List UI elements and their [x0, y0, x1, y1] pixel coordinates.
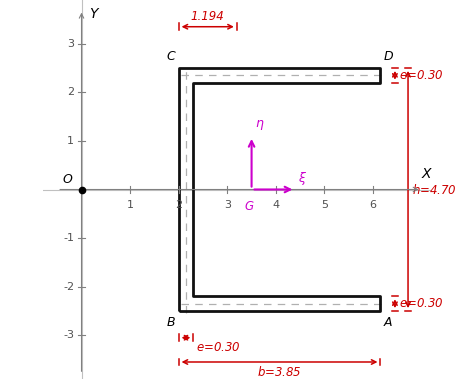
Text: $b$=3.85: $b$=3.85 [257, 365, 302, 379]
Text: -1: -1 [63, 233, 74, 243]
Text: C: C [166, 50, 175, 63]
Text: 3: 3 [67, 39, 74, 49]
Text: A: A [384, 316, 392, 329]
Text: $\xi$: $\xi$ [298, 169, 307, 186]
Text: 2: 2 [67, 87, 74, 97]
Text: 2: 2 [175, 200, 182, 210]
Text: 4: 4 [272, 200, 280, 210]
Text: -3: -3 [63, 330, 74, 340]
Text: G: G [244, 200, 253, 213]
Text: X: X [422, 167, 431, 181]
Text: D: D [384, 50, 393, 63]
Text: $e$=0.30: $e$=0.30 [196, 341, 240, 354]
Text: O: O [63, 172, 73, 186]
Text: 5: 5 [321, 200, 328, 210]
Text: $e$=0.30: $e$=0.30 [399, 297, 444, 310]
Text: $\eta$: $\eta$ [255, 118, 265, 132]
Text: B: B [166, 316, 175, 329]
Text: $h$=4.70: $h$=4.70 [412, 183, 457, 196]
Text: $e$=0.30: $e$=0.30 [399, 69, 444, 82]
Text: 1: 1 [127, 200, 134, 210]
Text: 1.194: 1.194 [191, 10, 225, 23]
Text: -2: -2 [63, 282, 74, 292]
Text: 3: 3 [224, 200, 231, 210]
Text: 6: 6 [370, 200, 376, 210]
Text: Y: Y [89, 7, 97, 21]
Text: 1: 1 [67, 136, 74, 146]
